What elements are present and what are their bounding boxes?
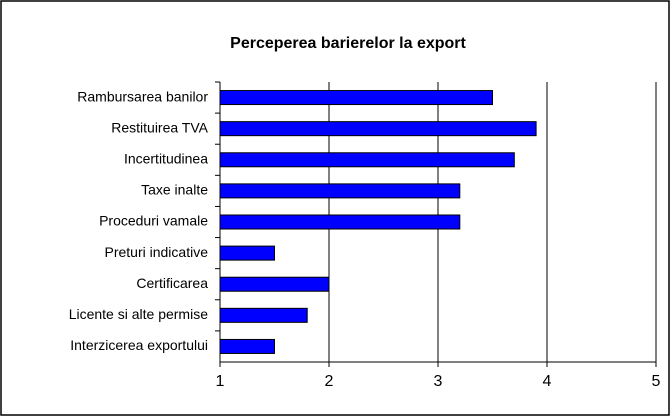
x-tick-label: 4 [543, 373, 552, 390]
bar [219, 121, 537, 137]
y-tick-label: Incertitudinea [124, 150, 208, 166]
y-tick-label: Certificarea [136, 275, 208, 291]
x-tick-label: 1 [216, 373, 225, 390]
y-tick-label: Proceduri vamale [99, 213, 208, 229]
chart-title: Perceperea barierelor la export [230, 35, 466, 52]
bar [219, 90, 493, 106]
bar [219, 245, 275, 261]
y-tick-label: Interzicerea exportului [70, 337, 208, 353]
y-tick-label: Taxe inalte [141, 182, 208, 198]
bar [219, 307, 308, 323]
bar [219, 183, 461, 199]
bar [219, 214, 461, 230]
bar [219, 338, 275, 354]
y-tick-label: Preturi indicative [105, 244, 209, 260]
bar [219, 152, 515, 168]
y-tick-label: Restituirea TVA [111, 119, 208, 135]
bar [219, 276, 330, 292]
x-tick-label: 5 [652, 373, 661, 390]
x-tick-label: 3 [434, 373, 443, 390]
x-tick-label: 2 [325, 373, 334, 390]
y-tick-label: Licente si alte permise [69, 306, 209, 322]
y-tick-label: Rambursarea banilor [77, 88, 208, 104]
